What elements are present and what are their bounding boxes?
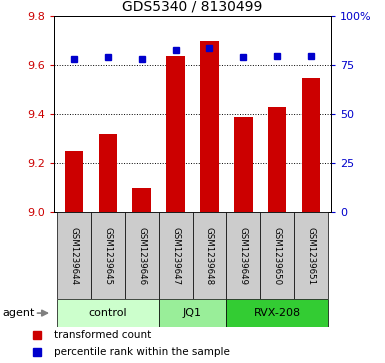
Bar [166, 56, 185, 212]
Bar [234, 117, 253, 212]
Text: JQ1: JQ1 [183, 308, 202, 318]
Bar [226, 212, 260, 299]
Text: transformed count: transformed count [54, 330, 151, 340]
Text: GSM1239646: GSM1239646 [137, 227, 146, 285]
Bar [301, 78, 320, 212]
Bar [57, 212, 91, 299]
Bar [159, 212, 192, 299]
Text: GSM1239648: GSM1239648 [205, 227, 214, 285]
Bar [226, 299, 328, 327]
Text: RVX-208: RVX-208 [253, 308, 301, 318]
Bar [200, 41, 219, 212]
Bar [192, 212, 226, 299]
Text: GSM1239649: GSM1239649 [239, 227, 248, 285]
Bar [91, 212, 125, 299]
Text: GSM1239644: GSM1239644 [70, 227, 79, 285]
Text: agent: agent [2, 308, 34, 318]
Bar [294, 212, 328, 299]
Bar [132, 188, 151, 212]
Text: control: control [89, 308, 127, 318]
Bar [65, 151, 84, 212]
Text: GSM1239650: GSM1239650 [273, 227, 281, 285]
Bar [159, 299, 226, 327]
Text: percentile rank within the sample: percentile rank within the sample [54, 347, 230, 357]
Bar [260, 212, 294, 299]
Bar [268, 107, 286, 212]
Text: GSM1239651: GSM1239651 [306, 227, 315, 285]
Title: GDS5340 / 8130499: GDS5340 / 8130499 [122, 0, 263, 14]
Bar [125, 212, 159, 299]
Bar [99, 134, 117, 212]
Text: GSM1239647: GSM1239647 [171, 227, 180, 285]
Text: GSM1239645: GSM1239645 [104, 227, 112, 285]
Bar [57, 299, 159, 327]
